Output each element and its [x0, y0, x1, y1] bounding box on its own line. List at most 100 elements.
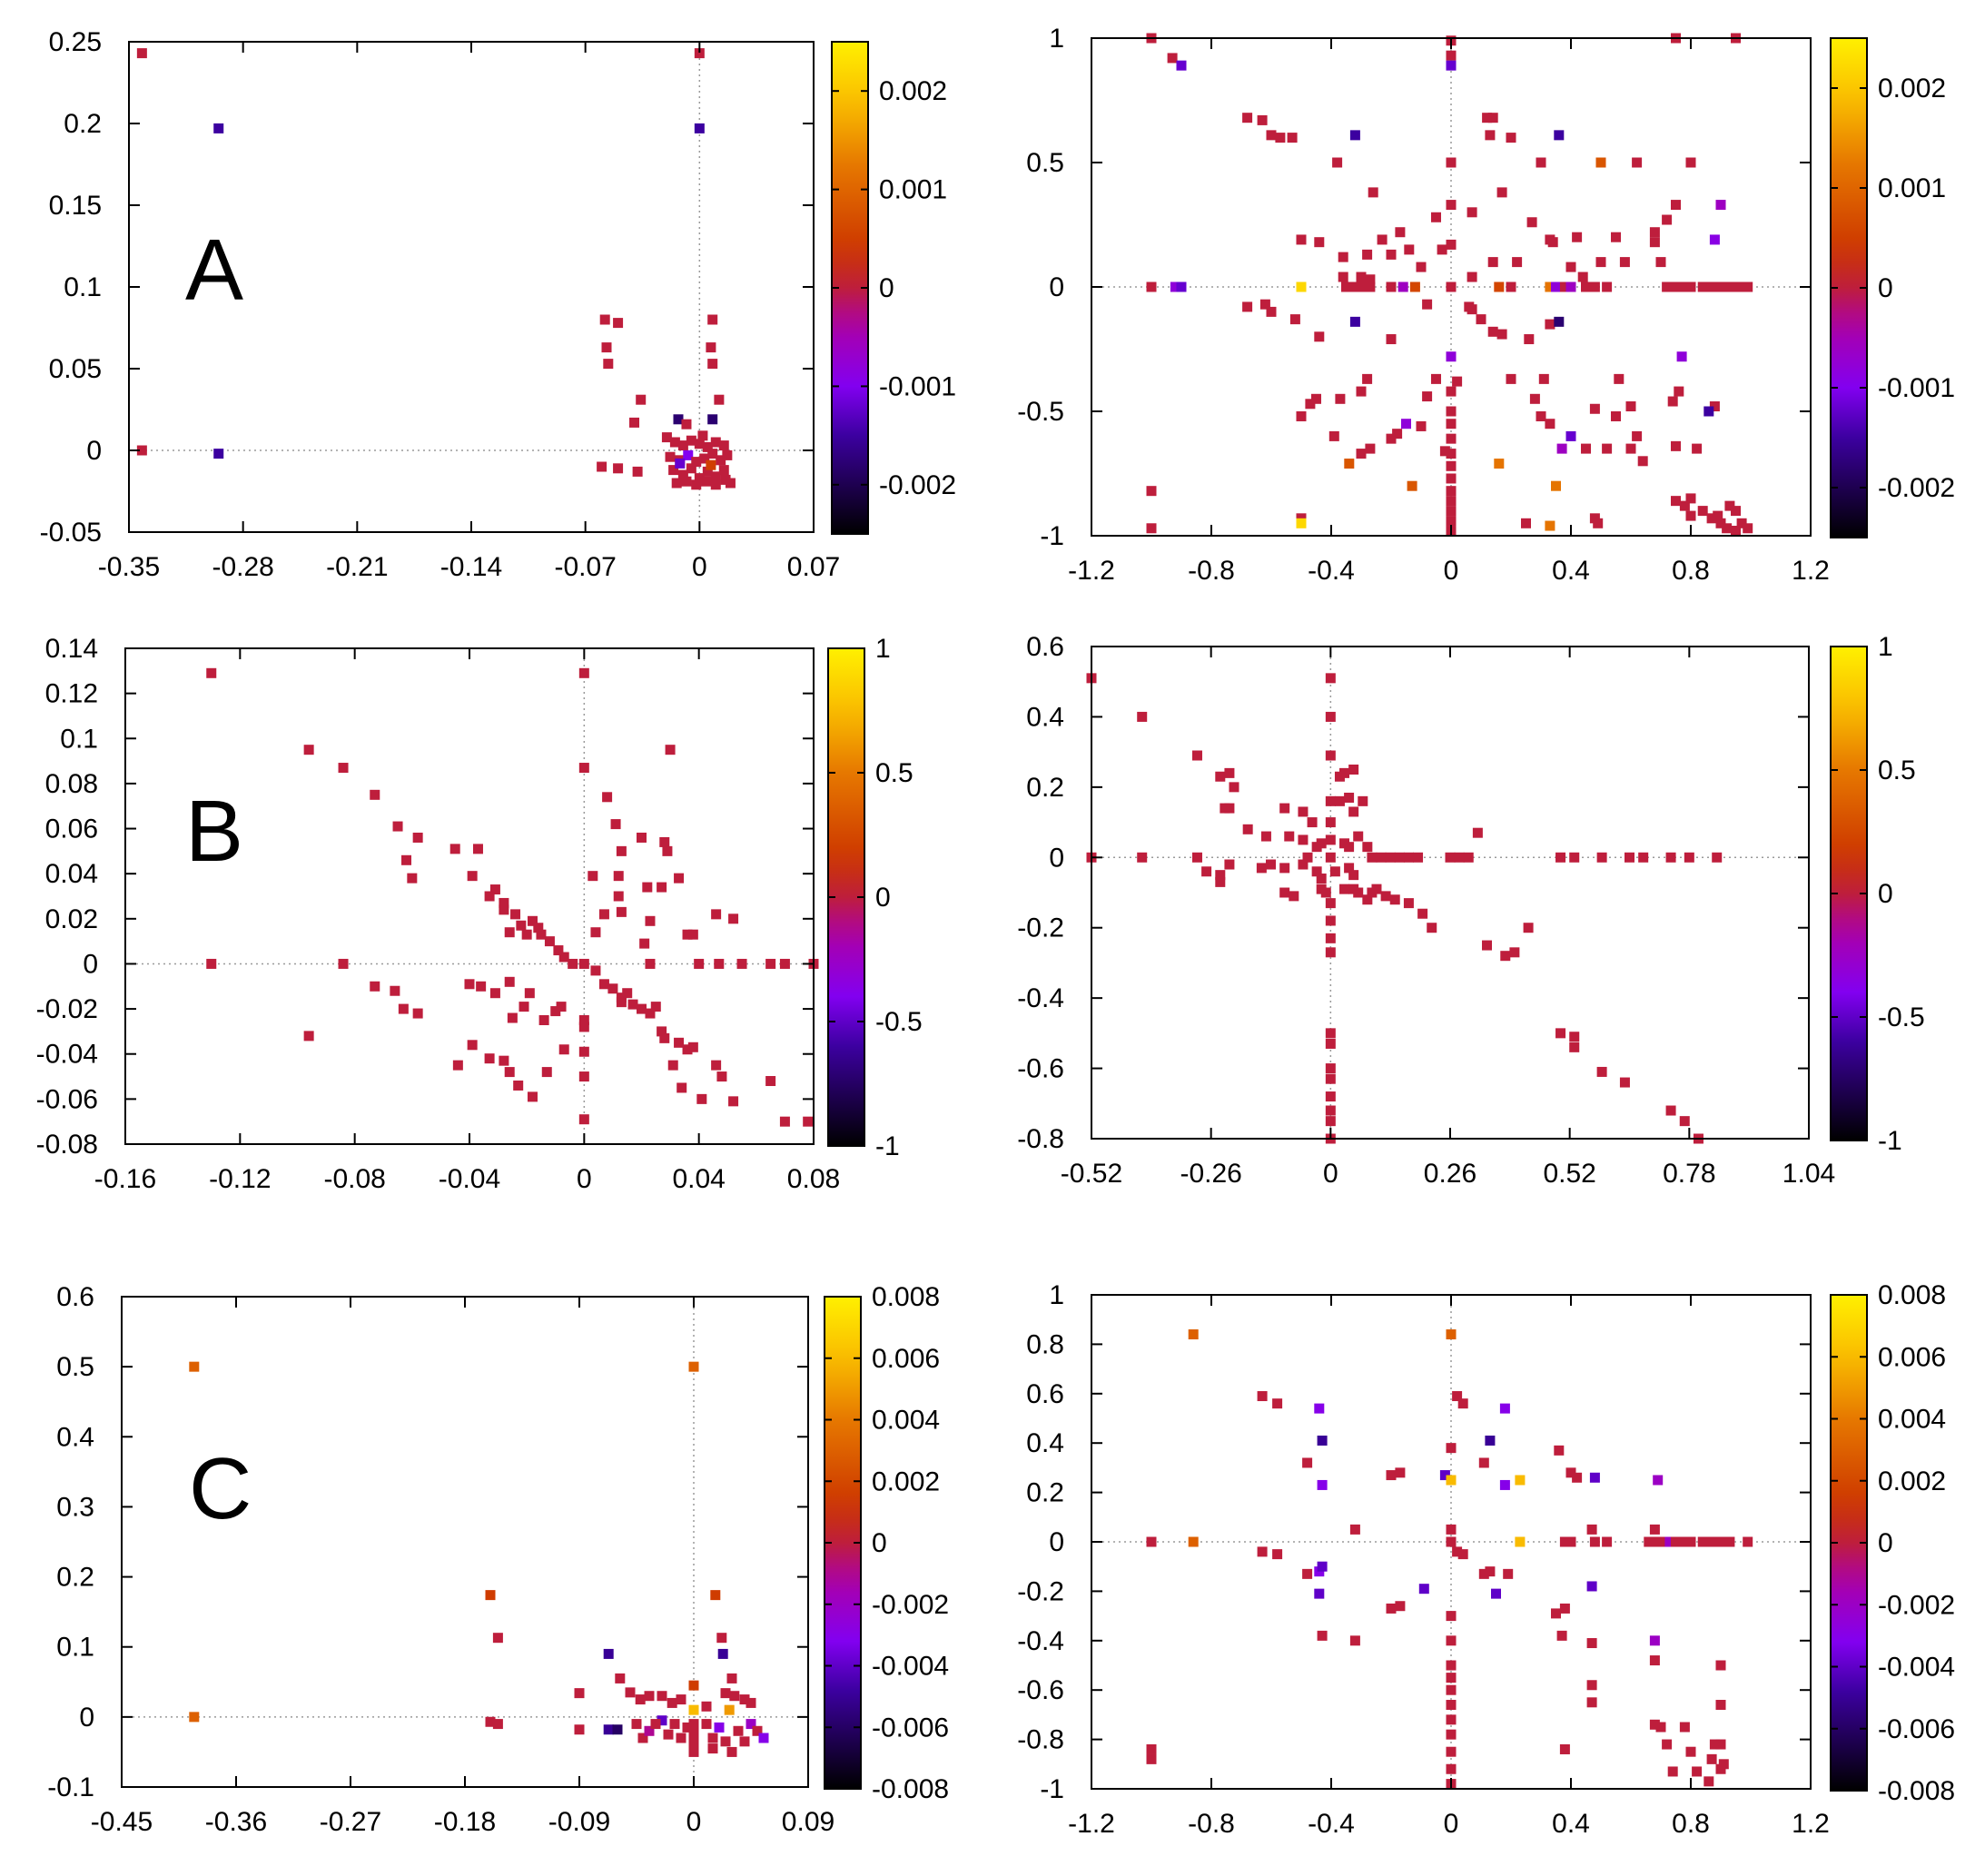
data-point	[1503, 1568, 1514, 1579]
data-point	[1146, 281, 1157, 292]
data-point	[1302, 1568, 1313, 1579]
x-tick-label: 0	[1323, 1159, 1338, 1189]
data-point	[1697, 506, 1708, 517]
data-point	[558, 952, 569, 963]
data-point	[1482, 113, 1493, 123]
data-point	[1704, 406, 1714, 417]
data-point	[724, 1704, 735, 1715]
data-point	[688, 1740, 699, 1751]
data-point	[1595, 257, 1606, 268]
data-point	[613, 891, 624, 902]
data-point	[485, 1716, 496, 1727]
data-point	[694, 439, 705, 449]
data-point	[1478, 1457, 1489, 1468]
y-tick-label: 0.6	[1026, 632, 1064, 662]
data-point	[1325, 1073, 1336, 1084]
data-point	[398, 1003, 409, 1014]
data-point	[550, 1006, 561, 1017]
data-point	[1320, 887, 1331, 898]
data-point	[1743, 523, 1753, 534]
data-point	[691, 479, 702, 490]
data-point	[710, 479, 721, 490]
data-point	[578, 1046, 589, 1057]
y-tick-label: 0.1	[56, 1633, 94, 1663]
colorbar-tick-label: -0.004	[1878, 1653, 1955, 1683]
data-point	[578, 1015, 589, 1025]
data-point	[1314, 237, 1325, 248]
data-point	[370, 981, 380, 992]
x-tick-label: -0.04	[439, 1164, 500, 1194]
data-point	[645, 1008, 656, 1019]
data-point	[1446, 406, 1457, 417]
data-point	[1446, 1611, 1457, 1622]
data-point	[1565, 1467, 1576, 1478]
data-point	[507, 1012, 518, 1023]
data-point	[650, 1002, 661, 1012]
data-point	[1487, 326, 1498, 337]
y-tick-label: 0	[1049, 843, 1064, 873]
data-point	[686, 435, 696, 446]
data-point	[1446, 449, 1457, 459]
y-tick-label: -0.6	[1017, 1054, 1064, 1084]
data-point	[518, 1002, 529, 1012]
data-point	[1266, 306, 1277, 317]
data-point	[1679, 1536, 1690, 1547]
data-point	[1685, 1536, 1696, 1547]
data-point	[1569, 1032, 1580, 1042]
data-point	[1325, 1038, 1336, 1049]
data-point	[1446, 1673, 1457, 1683]
data-point	[1325, 711, 1336, 722]
data-point	[669, 437, 680, 448]
data-point	[639, 938, 650, 949]
data-point	[1344, 863, 1355, 874]
data-point	[1314, 331, 1325, 342]
data-point	[707, 314, 718, 325]
data-point	[1368, 187, 1378, 198]
data-point	[1649, 237, 1660, 248]
data-point	[533, 923, 544, 933]
data-point	[662, 845, 673, 856]
data-point	[1572, 232, 1583, 242]
data-point	[717, 1648, 728, 1659]
colorbar-tick-label: 0.008	[1878, 1280, 1946, 1310]
data-point	[602, 792, 613, 803]
colorbar-tick-label: 1	[1878, 632, 1893, 662]
data-point	[1215, 771, 1226, 782]
data-point	[1167, 53, 1178, 64]
x-tick-label: -0.35	[98, 552, 160, 582]
y-tick-label: 0	[86, 436, 102, 466]
y-tick-label: 0	[83, 949, 98, 979]
scatter-panel-1: -0.35 -0.28 -0.21 -0.14 -0.07 0 0.07 0.25 0.2 0.1…	[40, 27, 956, 582]
data-point	[1565, 262, 1576, 272]
data-point	[1485, 130, 1496, 141]
data-point	[1712, 852, 1723, 863]
data-point	[1358, 795, 1368, 806]
data-point	[206, 667, 217, 678]
x-tick-label: -0.4	[1308, 556, 1355, 586]
y-tick-label: 0.2	[64, 109, 102, 139]
data-point	[1325, 750, 1336, 761]
colorbar-tick-label: 0.004	[1878, 1405, 1946, 1435]
data-point	[657, 882, 667, 893]
data-point	[1602, 1536, 1613, 1547]
data-point	[1302, 1457, 1313, 1468]
x-tick-label: -0.28	[212, 552, 273, 582]
data-point	[625, 1687, 636, 1698]
data-point	[729, 1691, 740, 1702]
data-point	[1715, 1739, 1726, 1750]
x-tick-label: -0.36	[205, 1807, 267, 1837]
data-point	[720, 1736, 731, 1747]
data-point	[1137, 852, 1148, 863]
data-point	[642, 882, 653, 893]
data-point	[716, 1633, 727, 1644]
data-point	[1724, 1536, 1735, 1547]
data-point	[616, 997, 627, 1008]
data-point	[677, 440, 688, 451]
colorbar-tick-label: -0.008	[872, 1774, 949, 1804]
data-point	[1325, 1063, 1336, 1074]
data-point	[682, 1722, 693, 1733]
data-point	[1395, 1467, 1406, 1478]
data-point	[687, 1042, 698, 1052]
data-point	[1266, 130, 1277, 141]
data-point	[671, 478, 682, 489]
